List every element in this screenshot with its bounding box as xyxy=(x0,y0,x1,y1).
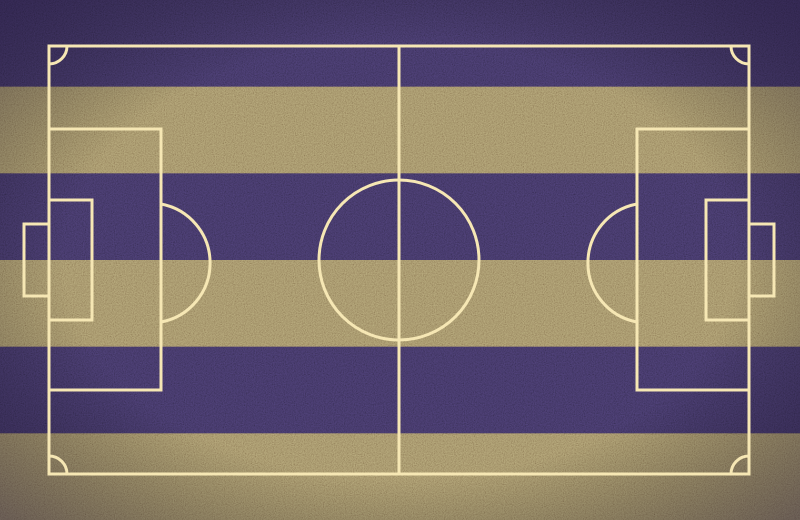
corner-arc-bottom-right xyxy=(729,454,750,475)
right-penalty-arc xyxy=(586,202,638,324)
left-goal xyxy=(22,222,51,298)
corner-arc-bottom-left xyxy=(48,454,69,475)
corner-arc-top-right xyxy=(729,45,750,66)
corner-arc-top-left xyxy=(48,45,69,66)
left-penalty-arc xyxy=(160,202,212,324)
right-goal xyxy=(747,222,776,298)
centre-circle xyxy=(317,178,481,342)
pitch-markings xyxy=(22,44,776,476)
